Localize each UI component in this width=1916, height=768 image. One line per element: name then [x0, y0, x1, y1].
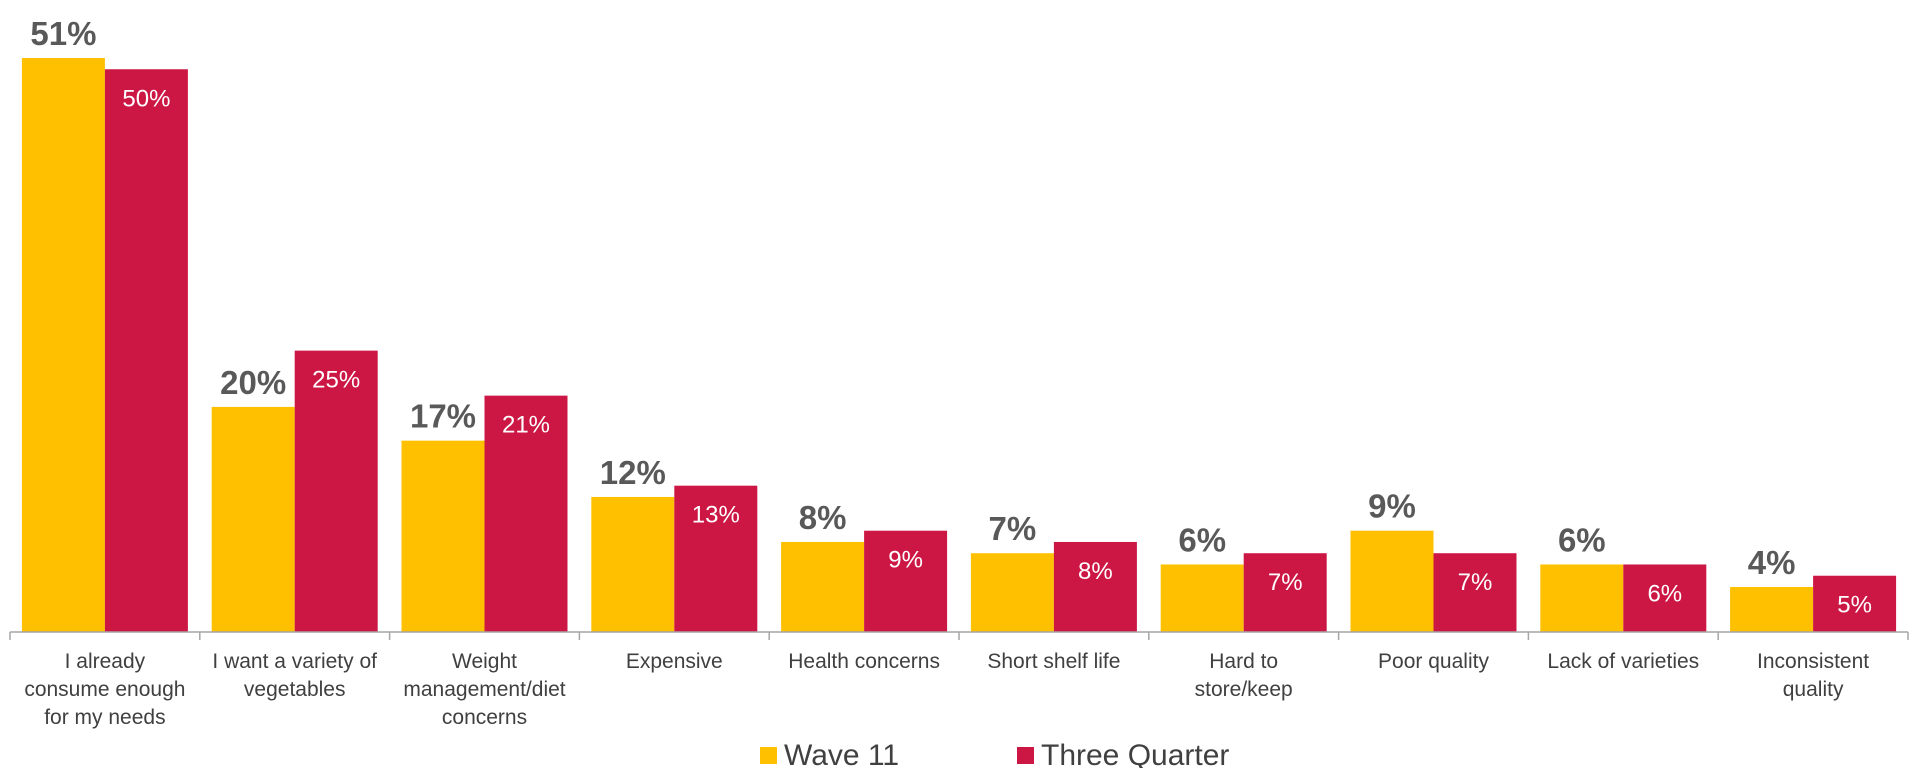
data-label-three-quarter: 6% [1647, 580, 1682, 607]
value-labels-layer: 51% 50% 20% 25% 17% 21% 12% 13% 8% 9% 7% 8% 6% 7% 9% 7%… [30, 15, 1872, 619]
bar-three-quarter [1053, 541, 1137, 632]
bar-wave-11 [1160, 564, 1244, 632]
data-label-wave-11: 20% [220, 364, 286, 401]
data-label-three-quarter: 7% [1458, 569, 1493, 596]
bar-wave-11 [1540, 564, 1624, 632]
category-labels: I already consume enough for my needs I wan… [24, 650, 1869, 729]
x-tick-label: Short shelf life [987, 650, 1120, 673]
bar-three-quarter [1623, 564, 1707, 632]
bar-wave-11 [1350, 530, 1434, 632]
x-axis [9, 631, 1909, 640]
data-label-wave-11: 6% [1178, 521, 1226, 558]
data-label-three-quarter: 9% [888, 547, 923, 574]
bar-three-quarter [1243, 553, 1327, 632]
legend-item-wave-11: Wave 11 [784, 739, 899, 768]
bar-three-quarter [104, 69, 188, 633]
bar-three-quarter [1813, 575, 1897, 632]
data-label-wave-11: 9% [1368, 488, 1416, 525]
x-tick-label: Health concerns [788, 650, 940, 673]
bar-wave-11 [211, 406, 295, 632]
data-label-three-quarter: 21% [502, 412, 550, 439]
x-tick-label: Weight management/diet concerns [403, 650, 565, 729]
bar-wave-11 [401, 440, 485, 632]
legend-swatch [1017, 747, 1034, 764]
bar-three-quarter [484, 395, 568, 632]
bar-wave-11 [781, 541, 865, 632]
data-label-three-quarter: 5% [1837, 592, 1872, 619]
bar-wave-11 [970, 553, 1054, 632]
data-label-three-quarter: 50% [122, 85, 170, 112]
legend: Wave 11 Three Quarter [760, 739, 1229, 768]
bar-three-quarter [864, 530, 948, 632]
data-label-wave-11: 4% [1748, 544, 1796, 581]
legend-swatch [760, 747, 777, 764]
x-tick-label: Expensive [626, 650, 723, 673]
data-label-wave-11: 7% [989, 510, 1037, 547]
bar-three-quarter [1433, 553, 1517, 632]
data-label-wave-11: 17% [410, 398, 476, 435]
bars-layer [21, 58, 1897, 633]
bar-wave-11 [591, 496, 675, 632]
bar-wave-11 [1730, 586, 1814, 632]
data-label-wave-11: 51% [30, 15, 96, 52]
data-label-three-quarter: 25% [312, 367, 360, 394]
data-label-wave-11: 6% [1558, 521, 1606, 558]
bar-three-quarter [674, 485, 758, 632]
data-label-wave-11: 12% [600, 454, 666, 491]
x-tick-label: I already consume enough for my needs [24, 650, 185, 729]
data-label-wave-11: 8% [799, 499, 847, 536]
data-label-three-quarter: 8% [1078, 558, 1113, 585]
bar-wave-11 [21, 58, 105, 632]
data-label-three-quarter: 7% [1268, 569, 1303, 596]
x-tick-label: Hard to store/keep [1195, 650, 1293, 701]
data-label-three-quarter: 13% [692, 502, 740, 529]
bar-three-quarter [294, 350, 378, 632]
x-tick-label: Inconsistent quality [1757, 650, 1869, 701]
legend-item-three-quarter: Three Quarter [1041, 739, 1229, 768]
x-tick-label: I want a variety of vegetables [212, 650, 377, 701]
x-tick-label: Poor quality [1378, 650, 1489, 673]
x-tick-label: Lack of varieties [1547, 650, 1699, 673]
